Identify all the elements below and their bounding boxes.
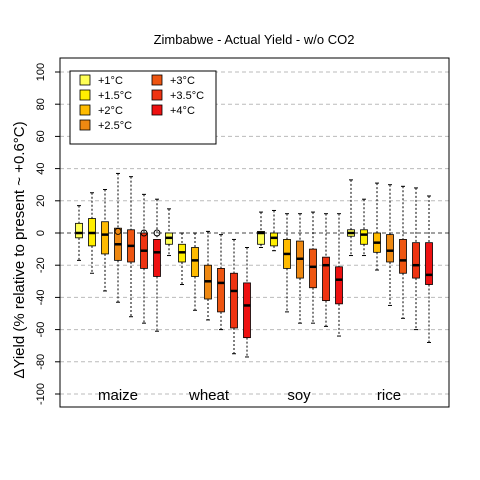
legend-label: +2°C [98, 105, 123, 117]
box-rice-3 [386, 184, 394, 306]
box-body [101, 221, 109, 255]
y-tick-label: 0 [35, 230, 47, 236]
legend-label: +2.5°C [98, 120, 132, 132]
box-wheat-0 [165, 208, 173, 257]
legend-box [69, 70, 217, 145]
box-body [75, 222, 83, 239]
legend-label: +1.5°C [98, 90, 132, 102]
box-body [335, 266, 343, 305]
box-maize-2 [101, 189, 109, 292]
y-tick-label: -80 [35, 354, 47, 370]
y-tick-label: -60 [35, 322, 47, 338]
box-rice-4 [399, 185, 407, 319]
y-tick-label: -40 [35, 289, 47, 305]
legend-label: +3.5°C [170, 90, 204, 102]
box-maize-3 [114, 172, 122, 303]
box-maize-5 [140, 193, 148, 324]
box-soy-6 [335, 213, 343, 337]
box-wheat-2 [191, 232, 199, 311]
box-wheat-4 [217, 234, 225, 331]
box-rice-2 [373, 182, 381, 271]
box-body [425, 242, 433, 285]
box-soy-2 [283, 213, 291, 313]
legend-swatch [79, 119, 91, 131]
box-soy-5 [322, 213, 330, 327]
category-label-wheat: wheat [188, 387, 230, 404]
y-tick-label: -20 [35, 257, 47, 273]
box-rice-0 [347, 179, 355, 257]
category-label-rice: rice [377, 387, 401, 404]
y-tick-label: 40 [35, 162, 47, 174]
box-maize-0 [75, 205, 83, 261]
box-rice-6 [425, 195, 433, 343]
legend-label: +4°C [170, 105, 195, 117]
box-soy-3 [296, 213, 304, 324]
box-wheat-6 [243, 246, 251, 358]
box-body [243, 282, 251, 339]
box-body [360, 229, 368, 245]
box-body [322, 256, 330, 302]
legend-swatch [151, 104, 163, 116]
legend-label: +3°C [170, 75, 195, 87]
box-body [153, 239, 161, 277]
box-body [191, 247, 199, 277]
box-wheat-3 [204, 230, 212, 321]
box-maize-6 [153, 198, 161, 332]
legend-swatch [79, 74, 91, 86]
box-rice-1 [360, 198, 368, 257]
box-rice-5 [412, 187, 420, 331]
y-tick-label: 80 [35, 98, 47, 110]
legend-label: +1°C [98, 75, 123, 87]
legend-swatch [151, 89, 163, 101]
box-soy-4 [309, 211, 317, 324]
box-body [217, 268, 225, 313]
outlier-point [153, 229, 161, 237]
box-body [270, 232, 278, 247]
category-labels: maize wheat soy rice [98, 387, 401, 404]
box-maize-1 [88, 192, 96, 274]
legend-swatch [79, 104, 91, 116]
box-plots [75, 172, 433, 358]
legend-swatch [151, 74, 163, 86]
y-tick-label: 20 [35, 195, 47, 207]
outlier-point [140, 229, 148, 237]
box-wheat-1 [178, 232, 186, 286]
y-axis-label: ΔYield (% relative to present ~ +0.6°C) [11, 121, 28, 378]
box-wheat-5 [230, 238, 238, 355]
chart-title: Zimbabwe - Actual Yield - w/o CO2 [154, 32, 355, 47]
box-body [412, 242, 420, 279]
box-soy-1 [270, 209, 278, 252]
legend-swatch [79, 89, 91, 101]
legend: +1°C +1.5°C +2°C +2.5°C +3°C +3.5°C +4°C [69, 70, 217, 145]
box-body [399, 239, 407, 274]
y-axis: -100 -80 -60 -40 -20 0 20 40 60 80 100 [35, 63, 60, 405]
box-body [257, 230, 265, 245]
box-body [386, 234, 394, 263]
y-tick-label: -100 [35, 383, 47, 405]
category-label-maize: maize [98, 387, 138, 404]
box-body [309, 248, 317, 289]
category-label-soy: soy [287, 387, 311, 404]
y-tick-label: 60 [35, 130, 47, 142]
y-tick-label: 100 [35, 63, 47, 81]
outlier-point [114, 227, 122, 235]
box-soy-0 [257, 211, 265, 248]
box-body [230, 272, 238, 329]
box-maize-4 [127, 176, 135, 318]
